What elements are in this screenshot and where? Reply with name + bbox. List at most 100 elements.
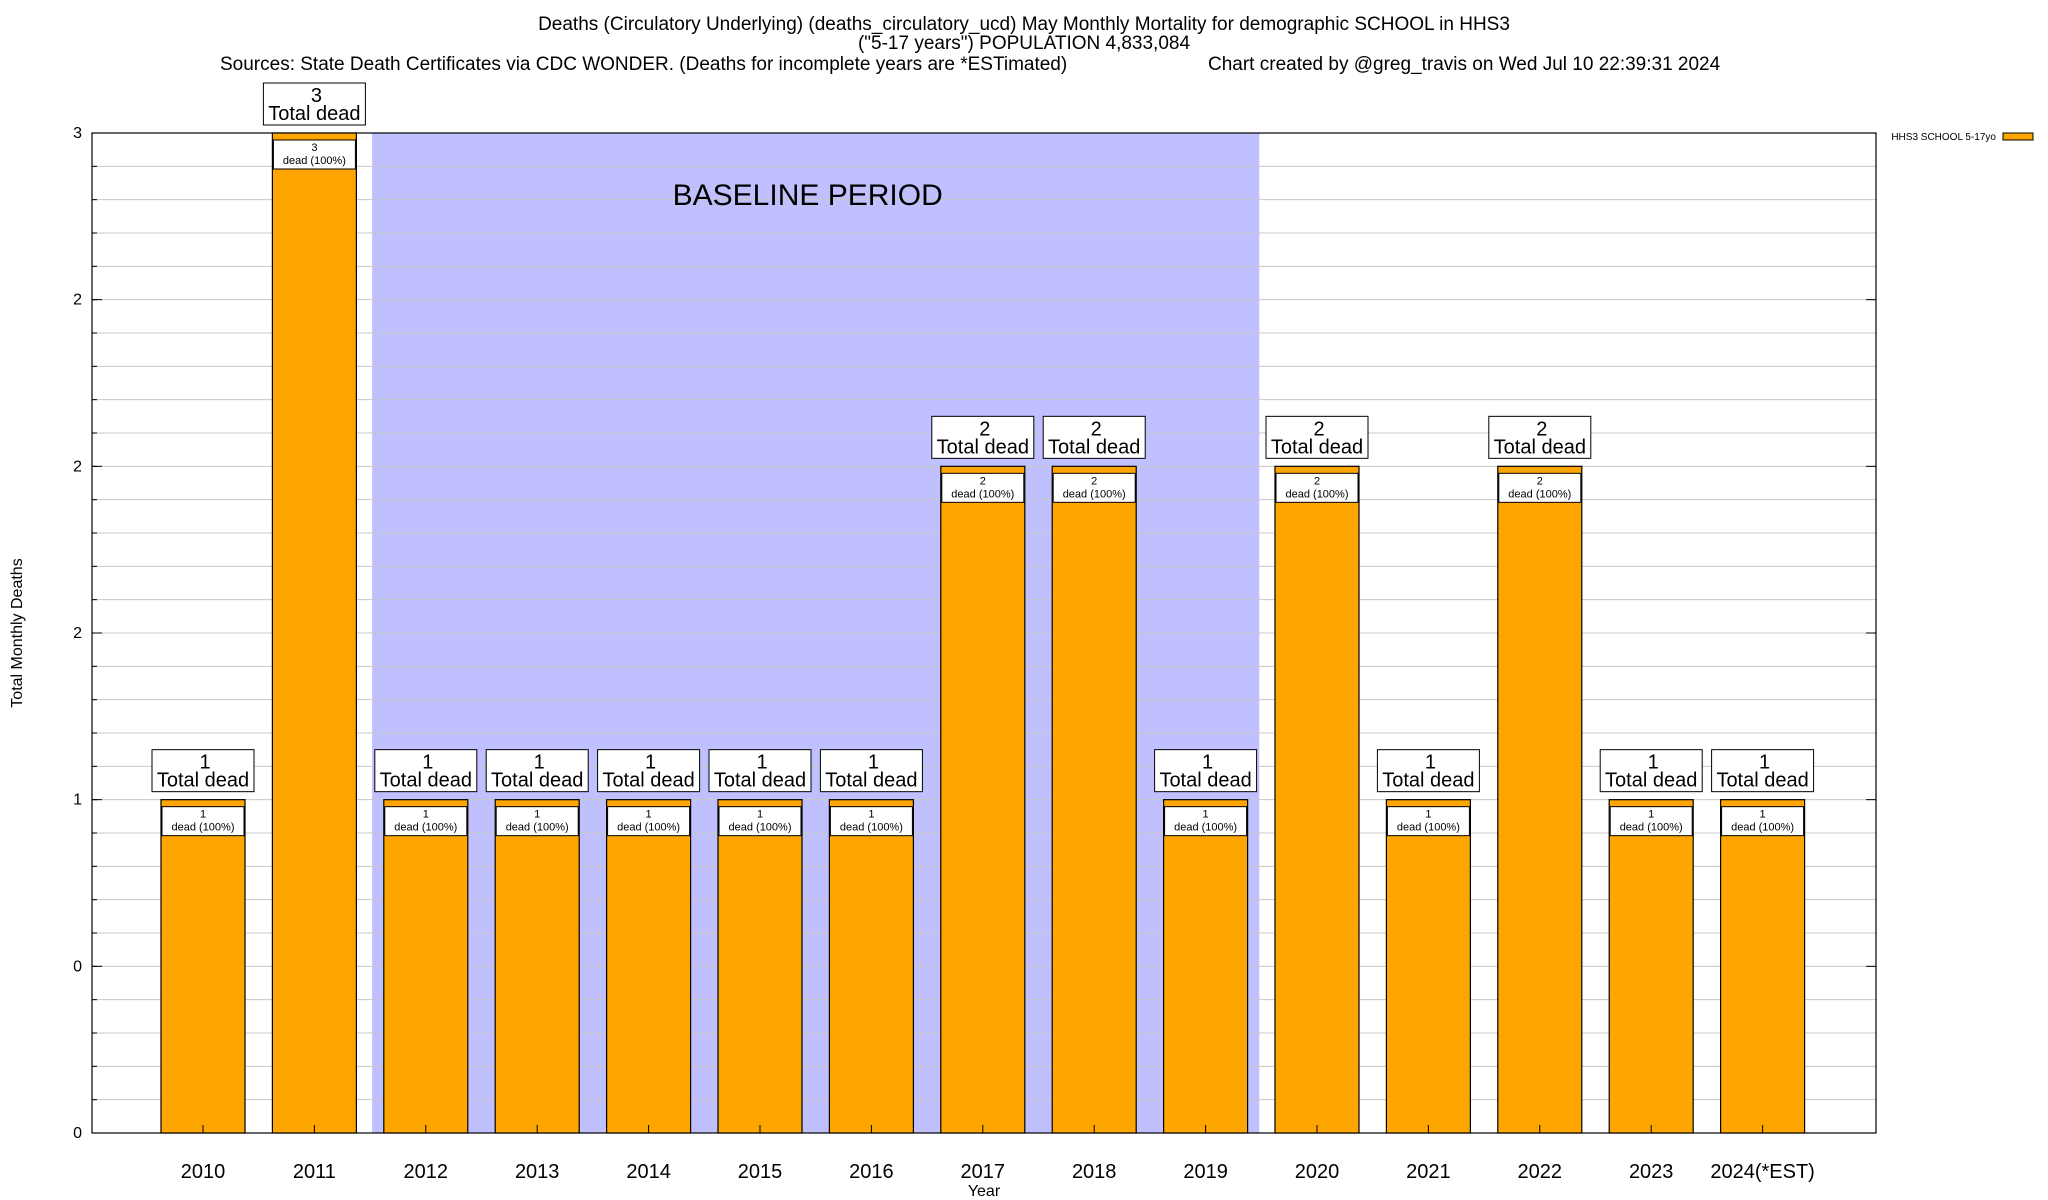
- chart-subtitle: ("5-17 years") POPULATION 4,833,084: [857, 33, 1191, 54]
- x-tick-label: 2014: [626, 1161, 671, 1183]
- bar: [605, 799, 692, 1134]
- bar: [271, 132, 357, 1134]
- bar: [828, 799, 915, 1134]
- segment-percent: dead (100%): [617, 822, 680, 834]
- bar: [717, 799, 803, 1134]
- x-tick-label: 2019: [1183, 1161, 1228, 1183]
- total-suffix: Total dead: [1494, 436, 1586, 458]
- total-suffix: Total dead: [380, 770, 472, 792]
- x-tick-label: 2021: [1406, 1161, 1451, 1183]
- segment-count: 2: [1537, 475, 1543, 487]
- segment-percent: dead (100%): [1063, 488, 1126, 500]
- segment-percent: dead (100%): [1620, 822, 1683, 834]
- segment-percent: dead (100%): [283, 155, 346, 167]
- total-count: 1: [1425, 752, 1436, 774]
- y-axis: 0 0 1 2 2 2 3: [73, 125, 1876, 1142]
- segment-count: 1: [757, 809, 763, 821]
- chart-sources: Sources: State Death Certificates via CD…: [220, 54, 1068, 75]
- segment-count: 2: [1091, 475, 1097, 487]
- total-count: 1: [1202, 752, 1213, 774]
- segment-count: 3: [311, 142, 317, 154]
- total-count: 1: [868, 752, 879, 774]
- total-suffix: Total dead: [1048, 436, 1140, 458]
- x-tick-label: 2011: [293, 1161, 336, 1183]
- y-tick-label: 2: [73, 458, 82, 475]
- segment-percent: dead (100%): [729, 822, 792, 834]
- total-count: 1: [199, 752, 210, 774]
- segment-percent: dead (100%): [1731, 822, 1794, 834]
- total-suffix: Total dead: [268, 103, 360, 125]
- segment-count: 1: [200, 809, 206, 821]
- y-tick-label: 0: [73, 958, 82, 975]
- total-suffix: Total dead: [1159, 770, 1251, 792]
- y-tick-label: 3: [73, 125, 82, 142]
- segment-count: 2: [1314, 475, 1320, 487]
- segment-count: 1: [646, 809, 652, 821]
- segment-percent: dead (100%): [951, 488, 1014, 500]
- bar: [383, 799, 469, 1134]
- x-axis-label: Year: [968, 1183, 1001, 1200]
- segment-count: 1: [868, 809, 874, 821]
- total-suffix: Total dead: [602, 770, 694, 792]
- total-count: 1: [645, 752, 656, 774]
- baseline-period-label: BASELINE PERIOD: [673, 179, 943, 212]
- total-count: 2: [1536, 418, 1547, 440]
- bar: [1274, 465, 1360, 1134]
- segment-percent: dead (100%): [1174, 822, 1237, 834]
- total-count: 2: [1313, 418, 1324, 440]
- segment-count: 1: [1425, 809, 1431, 821]
- total-suffix: Total dead: [714, 770, 806, 792]
- x-tick-label: 2013: [515, 1161, 560, 1183]
- bar: [1385, 799, 1472, 1134]
- total-suffix: Total dead: [937, 436, 1029, 458]
- y-tick-label: 2: [73, 292, 82, 309]
- x-axis: 2010 2011 2012 2013 2014 2015 2016 2017 2018 2019…: [181, 1125, 1815, 1183]
- total-count: 1: [534, 752, 545, 774]
- segment-count: 1: [1760, 809, 1766, 821]
- segment-percent: dead (100%): [1508, 488, 1571, 500]
- y-axis-label: Total Monthly Deaths: [9, 558, 26, 707]
- segment-percent: dead (100%): [172, 822, 235, 834]
- bar: [1051, 465, 1137, 1134]
- segment-percent: dead (100%): [506, 822, 569, 834]
- x-tick-label: 2015: [738, 1161, 783, 1183]
- total-suffix: Total dead: [1716, 770, 1808, 792]
- x-tick-label: 2012: [404, 1161, 449, 1183]
- segment-count: 2: [980, 475, 986, 487]
- segment-count: 1: [534, 809, 540, 821]
- total-count: 1: [1759, 752, 1770, 774]
- total-suffix: Total dead: [1271, 436, 1363, 458]
- segment-percent: dead (100%): [1397, 822, 1460, 834]
- y-tick-label: 2: [73, 625, 82, 642]
- legend: HHS3 SCHOOL 5-17yo: [1891, 132, 2034, 143]
- total-suffix: Total dead: [491, 770, 583, 792]
- total-count: 1: [422, 752, 433, 774]
- x-tick-label: 2017: [961, 1161, 1006, 1183]
- segment-percent: dead (100%): [1286, 488, 1349, 500]
- y-tick-label: 0: [73, 1125, 82, 1142]
- bar: [1719, 799, 1806, 1134]
- total-count: 2: [1091, 418, 1102, 440]
- chart-credit: Chart created by @greg_travis on Wed Jul…: [1208, 54, 1721, 75]
